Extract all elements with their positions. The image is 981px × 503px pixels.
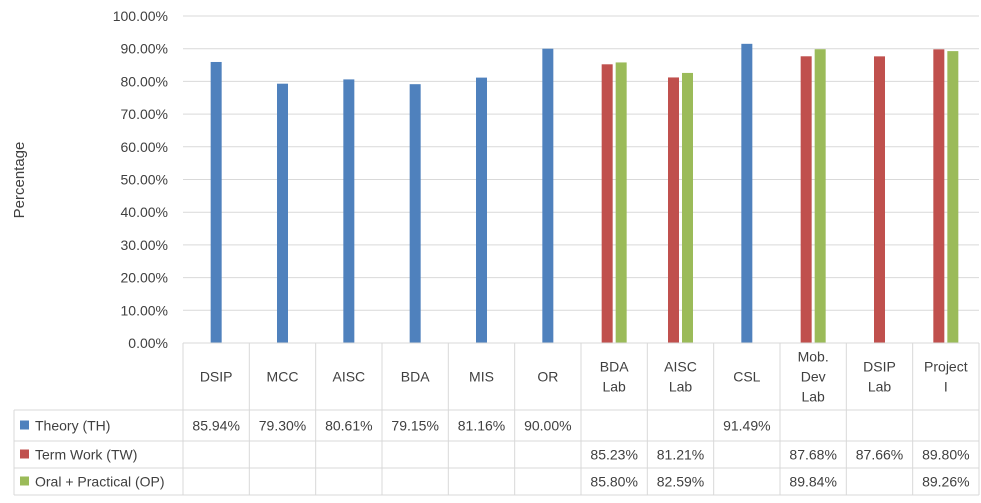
y-tick-label: 100.00% xyxy=(113,8,168,24)
bar-oral-practical-op xyxy=(814,49,826,343)
y-tick-label: 40.00% xyxy=(121,204,168,220)
legend-swatch xyxy=(20,420,29,430)
bar-oral-practical-op xyxy=(615,62,627,344)
data-value-label: 85.94% xyxy=(192,418,239,434)
x-category-label: DSIP xyxy=(200,369,233,385)
bar-theory-th xyxy=(409,84,421,343)
data-value-label: 82.59% xyxy=(657,474,704,490)
data-value-label: 89.84% xyxy=(789,474,836,490)
legend-label: Oral + Practical (OP) xyxy=(35,474,165,490)
x-category-label: BDA Lab xyxy=(600,359,629,395)
bar-term-work-tw xyxy=(800,56,812,343)
x-category-label: OR xyxy=(537,369,558,385)
bars xyxy=(210,43,959,344)
x-category-label: BDA xyxy=(401,369,430,385)
x-category-label: AISC Lab xyxy=(664,359,697,395)
bar-theory-th xyxy=(277,83,288,344)
legend-swatch xyxy=(20,449,29,459)
bar-theory-th xyxy=(476,77,487,343)
data-value-label: 90.00% xyxy=(524,418,571,434)
data-value-label: 79.15% xyxy=(391,418,438,434)
data-value-label: 85.80% xyxy=(590,474,637,490)
data-value-label: 87.68% xyxy=(789,447,836,463)
legend-swatch xyxy=(20,476,29,486)
data-value-label: 89.80% xyxy=(922,447,969,463)
x-category-label: Mob. Dev Lab xyxy=(798,349,829,405)
y-axis-ticks: 0.00% 10.00% 20.00% 30.00% 40.00% 50.00% 60.00… xyxy=(113,8,168,351)
data-value-label: 91.49% xyxy=(723,418,770,434)
x-category-label: AISC xyxy=(332,369,365,385)
y-tick-label: 80.00% xyxy=(121,73,168,89)
data-value-label: 79.30% xyxy=(259,418,306,434)
x-category-label: DSIP Lab xyxy=(863,359,896,395)
y-tick-label: 20.00% xyxy=(121,270,168,286)
y-tick-label: 30.00% xyxy=(121,237,168,253)
y-tick-label: 90.00% xyxy=(121,41,168,57)
x-category-label: Project I xyxy=(924,359,968,395)
bar-term-work-tw xyxy=(874,56,885,343)
bar-theory-th xyxy=(210,61,222,344)
bar-theory-th xyxy=(343,79,355,343)
y-tick-label: 70.00% xyxy=(121,106,168,122)
y-tick-label: 10.00% xyxy=(121,302,168,318)
data-value-label: 81.21% xyxy=(657,447,704,463)
x-category-label: MCC xyxy=(267,369,299,385)
y-axis-title: Percentage xyxy=(11,142,28,219)
y-tick-label: 0.00% xyxy=(128,335,168,351)
x-category-label: MIS xyxy=(469,369,494,385)
y-tick-label: 50.00% xyxy=(121,172,168,188)
x-category-label: CSL xyxy=(733,369,760,385)
bar-theory-th xyxy=(542,48,554,343)
data-value-label: 89.26% xyxy=(922,474,969,490)
bar-term-work-tw xyxy=(601,64,613,343)
data-value-label: 80.61% xyxy=(325,418,372,434)
bar-theory-th xyxy=(741,43,753,344)
gridlines xyxy=(183,15,979,344)
y-tick-label: 60.00% xyxy=(121,139,168,155)
data-table: DSIP MCC AISC BDA MIS OR BDA Lab AISC Lab CSL Mob. D… xyxy=(13,342,980,496)
legend-label: Theory (TH) xyxy=(35,418,110,434)
bar-oral-practical-op xyxy=(682,72,693,344)
bar-term-work-tw xyxy=(668,77,679,343)
data-value-label: 81.16% xyxy=(458,418,505,434)
data-value-label: 87.66% xyxy=(856,447,903,463)
bar-oral-practical-op xyxy=(947,51,959,343)
legend-label: Term Work (TW) xyxy=(35,447,137,463)
data-value-label: 85.23% xyxy=(590,447,637,463)
bar-term-work-tw xyxy=(933,49,945,343)
